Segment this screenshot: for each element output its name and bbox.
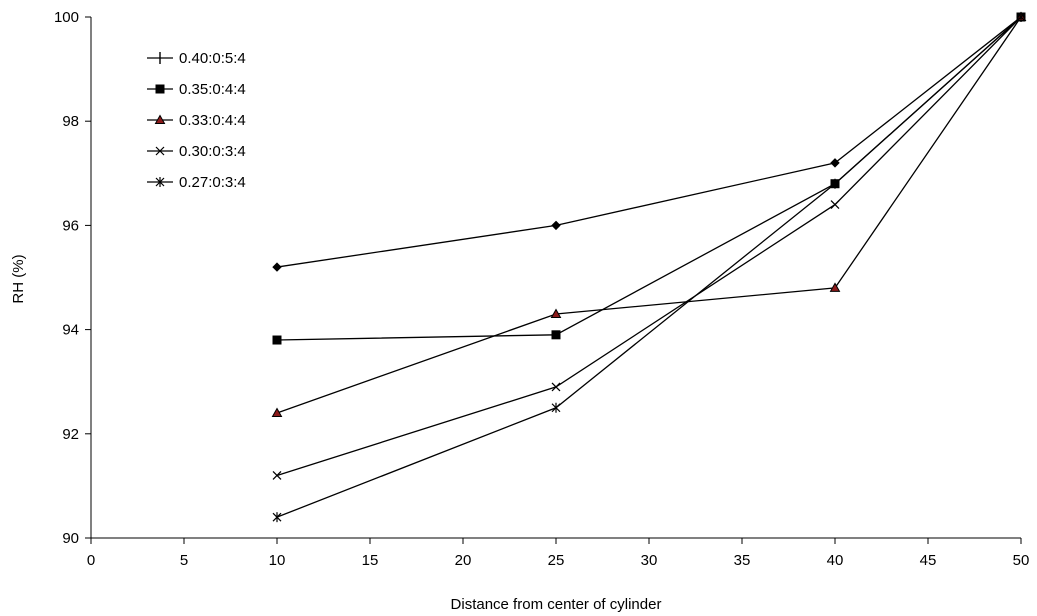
data-point	[272, 512, 282, 523]
x-tick-label: 35	[734, 552, 751, 569]
data-point	[829, 282, 841, 292]
series-group	[271, 11, 1027, 523]
y-axis-label: RH (%)	[10, 254, 27, 303]
y-tick-label: 92	[62, 426, 79, 443]
series-line	[276, 16, 1022, 477]
series-2	[272, 12, 1026, 345]
x-tick-label: 5	[180, 552, 188, 569]
data-point	[551, 382, 561, 392]
data-point	[551, 402, 561, 413]
legend-item: 0.27:0:3:4	[147, 174, 246, 191]
data-point	[550, 308, 562, 318]
legend-marker	[155, 146, 165, 156]
legend-item: 0.35:0:4:4	[147, 81, 246, 98]
legend-marker	[155, 84, 165, 94]
series-5	[272, 12, 1026, 523]
series-line	[276, 16, 1022, 268]
legend-label: 0.40:0:5:4	[179, 50, 246, 67]
legend-label: 0.35:0:4:4	[179, 81, 246, 98]
data-point	[551, 220, 561, 231]
x-axis-label: Distance from center of cylinder	[451, 596, 662, 613]
y-tick-label: 100	[54, 9, 79, 26]
legend-item: 0.30:0:3:4	[147, 143, 246, 160]
x-tick-label: 15	[362, 552, 379, 569]
data-point	[551, 330, 561, 340]
series-line	[276, 16, 1022, 414]
series-4	[272, 12, 1026, 480]
legend-label: 0.27:0:3:4	[179, 174, 246, 191]
series-line	[276, 16, 1022, 518]
x-tick-label: 20	[455, 552, 472, 569]
axes: 90 92 94 96 98 100 0 5 10 15 20 25 30 35 40 45 50	[54, 9, 1029, 569]
legend-label: 0.30:0:3:4	[179, 143, 246, 160]
legend-marker	[154, 114, 166, 124]
y-tick-label: 98	[62, 113, 79, 130]
data-point	[830, 178, 840, 189]
x-tick-label: 10	[269, 552, 286, 569]
legend-item: 0.33:0:4:4	[147, 112, 246, 129]
data-point	[272, 335, 282, 345]
data-point	[830, 200, 840, 209]
x-tick-label: 25	[548, 552, 565, 569]
x-tick-label: 45	[920, 552, 937, 569]
data-point	[272, 262, 282, 272]
data-point	[272, 471, 282, 480]
series-1	[272, 12, 1026, 272]
x-tick-label: 50	[1013, 552, 1030, 569]
x-tick-label: 0	[87, 552, 95, 569]
legend-label: 0.33:0:4:4	[179, 112, 246, 129]
data-point	[1016, 12, 1026, 22]
legend-item: 0.40:0:5:4	[147, 50, 246, 67]
y-tick-label: 94	[62, 322, 79, 339]
x-tick-label: 30	[641, 552, 658, 569]
legend-marker	[155, 177, 165, 187]
x-tick-label: 40	[827, 552, 844, 569]
series-3	[271, 11, 1027, 417]
data-point	[830, 158, 840, 168]
legend: 0.40:0:5:4 0.35:0:4:4 0.33:0:4:4 0.30:0:3:4…	[147, 50, 246, 191]
data-point	[271, 407, 283, 417]
y-tick-label: 96	[62, 217, 79, 234]
y-tick-label: 90	[62, 530, 79, 547]
